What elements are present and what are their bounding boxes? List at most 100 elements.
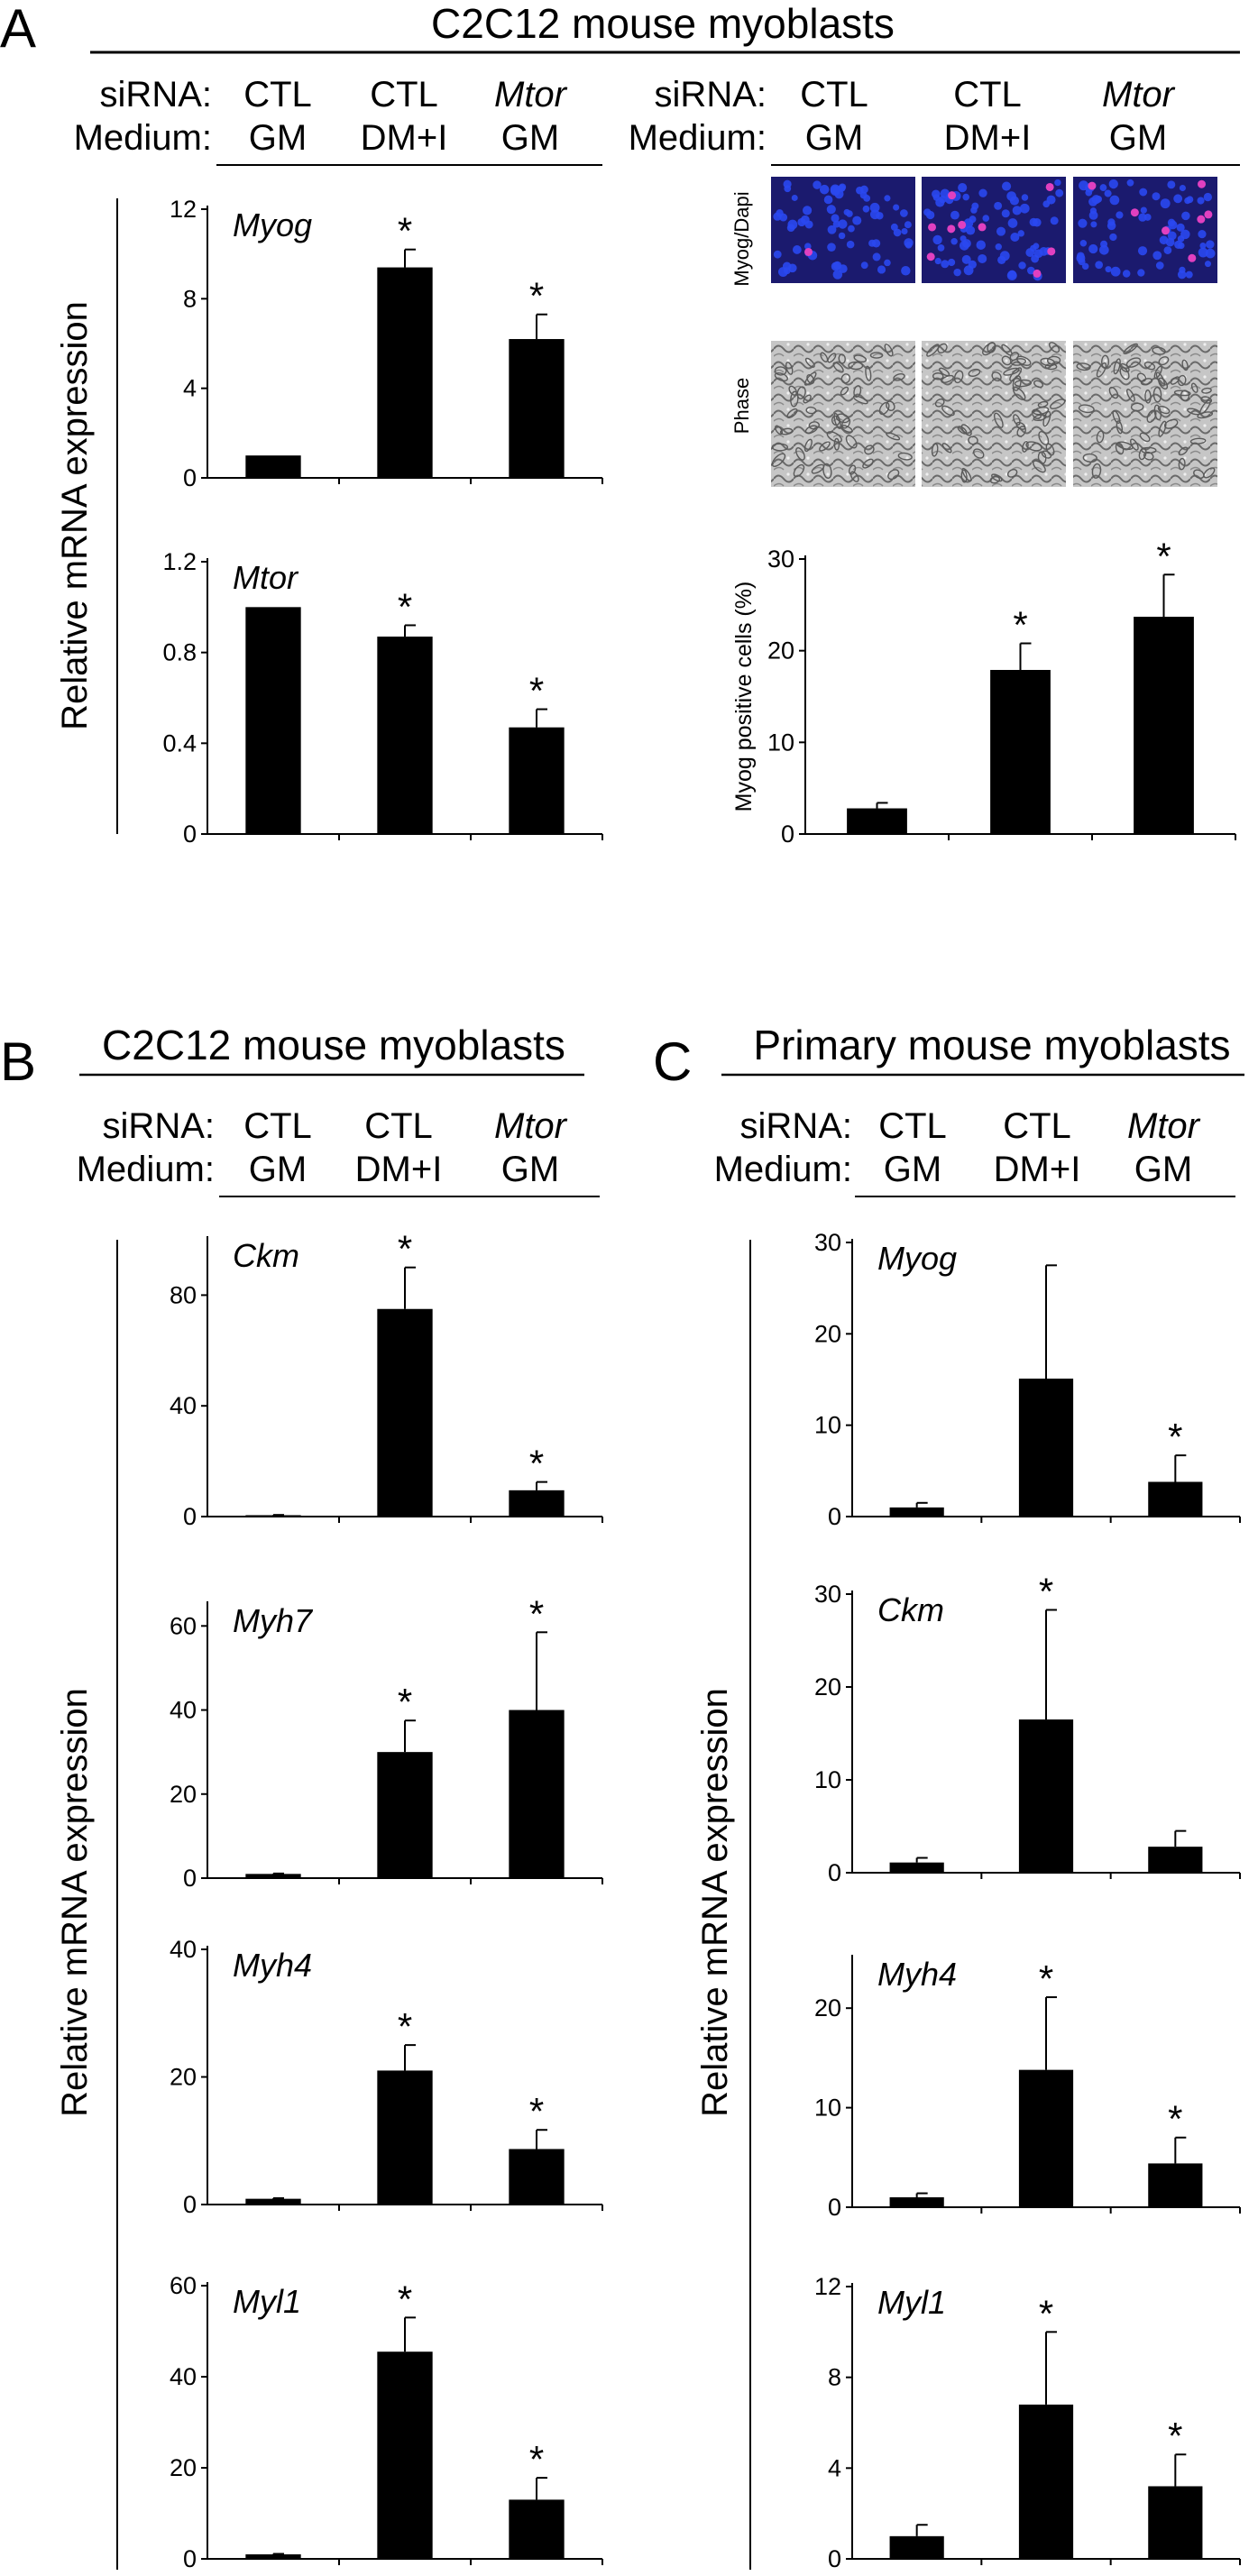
y-tick-label: 0 (781, 820, 794, 848)
siRNA-label: siRNA: (740, 1106, 852, 1146)
bar-1 (245, 2198, 301, 2205)
significance-star-3: * (529, 2438, 544, 2480)
myog-dapi-image-3 (1073, 177, 1217, 283)
bar-3 (509, 339, 565, 478)
siRNA-label: siRNA: (100, 75, 212, 115)
y-tick-label: 30 (814, 1229, 841, 1256)
bar-2 (1018, 2404, 1074, 2559)
y-tick-label: 80 (170, 1281, 197, 1308)
significance-star-2: * (398, 2278, 412, 2320)
bar-2 (1018, 1719, 1074, 1873)
bar-2 (377, 1752, 433, 1878)
phase-image-1 (771, 341, 915, 487)
significance-star-3: * (529, 670, 544, 712)
siRNA-ctl-2: CTL (364, 1106, 433, 1146)
panel-b-title: C2C12 mouse myoblasts (102, 1022, 565, 1068)
siRNA-mtor: Mtor (494, 75, 568, 115)
image-label-myog-dapi: Myog/Dapi (730, 191, 753, 286)
y-tick-label: 0 (828, 1503, 841, 1530)
siRNA-mtor: Mtor (494, 1106, 568, 1146)
significance-star-2: * (1013, 604, 1027, 646)
significance-star-2: * (1039, 2292, 1053, 2334)
medium-label: Medium: (74, 118, 212, 158)
bar-3 (509, 727, 565, 834)
bar-2 (377, 637, 433, 834)
image-label-phase: Phase (730, 378, 753, 434)
chart-b-myl1: 0 20 40 60 * * Myl1 (170, 2272, 603, 2572)
siRNA-mtor: Mtor (1127, 1106, 1201, 1146)
panel-a-title: C2C12 mouse myoblasts (431, 0, 895, 47)
bar-3 (509, 1710, 565, 1878)
micrograph-grid: Myog/Dapi Phase (730, 177, 1217, 487)
y-tick-label: 10 (767, 729, 794, 756)
y-tick-label: 12 (170, 196, 197, 223)
gene-label: Ckm (877, 1591, 944, 1628)
chart-c-myog: 0 10 20 30 * Myog (814, 1229, 1241, 1530)
chart-c-myl1: 0 4 8 12 * * Myl1 (814, 2273, 1241, 2572)
bar-2 (377, 1308, 433, 1517)
medium-gm-2: GM (1109, 118, 1167, 158)
y-tick-label: 4 (828, 2454, 841, 2481)
y-tick-label: 40 (170, 1936, 197, 1963)
y-tick-label: 0 (183, 2191, 197, 2218)
y-tick-label: 8 (828, 2364, 841, 2391)
bar-1 (245, 607, 301, 834)
medium-gm-2: GM (501, 1150, 559, 1189)
medium-gm-1: GM (249, 118, 307, 158)
medium-label: Medium: (77, 1150, 215, 1189)
significance-star-2: * (398, 2005, 412, 2048)
bar-1 (245, 2553, 301, 2559)
siRNA-label: siRNA: (655, 75, 767, 115)
siRNA-ctl-1: CTL (800, 75, 868, 115)
significance-star-2: * (1039, 1957, 1053, 2000)
bar-3 (509, 1490, 565, 1517)
y-tick-label: 8 (183, 285, 197, 312)
y-tick-label: 40 (170, 2363, 197, 2390)
y-tick-label: 20 (814, 1673, 841, 1701)
significance-star-2: * (398, 210, 412, 252)
y-tick-label: 60 (170, 2272, 197, 2299)
medium-label: Medium: (629, 118, 767, 158)
y-tick-label: 0 (183, 820, 197, 848)
bar-1 (889, 2196, 944, 2207)
chart-b-ckm: 0 40 80 * * Ckm (170, 1228, 603, 1530)
y-tick-label: 30 (767, 545, 794, 573)
bar-1 (245, 1874, 301, 1878)
significance-star-3: * (529, 1592, 544, 1635)
phase-image-3 (1073, 341, 1217, 487)
y-tick-label: 0 (183, 2545, 197, 2572)
medium-gm-1: GM (884, 1150, 941, 1189)
bar-1 (847, 808, 907, 834)
y-tick-label: 40 (170, 1697, 197, 1724)
siRNA-ctl-2: CTL (1003, 1106, 1071, 1146)
y-tick-label: 20 (170, 2454, 197, 2481)
phase-image-2 (922, 341, 1066, 487)
medium-label: Medium: (714, 1150, 852, 1189)
chart-b-myh4: 0 20 40 * * Myh4 (170, 1936, 603, 2218)
panel-b-treatments: siRNA: Medium: CTL CTL Mtor GM DM+I GM (77, 1106, 600, 1197)
significance-star-2: * (398, 585, 412, 628)
panel-letter-a: A (0, 0, 36, 59)
bar-3 (1148, 1847, 1203, 1873)
gene-label: Ckm (233, 1237, 299, 1274)
significance-star-3: * (529, 275, 544, 317)
siRNA-label: siRNA: (103, 1106, 215, 1146)
y-tick-label: 60 (170, 1612, 197, 1639)
gene-label: Mtor (233, 559, 299, 596)
chart-c-ckm: 0 10 20 30 * Ckm (814, 1571, 1241, 1886)
panel-a-right-treatments: siRNA: Medium: CTL CTL Mtor GM DM+I GM (629, 75, 1240, 166)
significance-star-3: * (529, 2090, 544, 2132)
chart-a-mtor: 0 0.4 0.8 1.2 * * Mtor (162, 548, 603, 848)
significance-star-3: * (529, 1443, 544, 1485)
significance-star-2: * (398, 1681, 412, 1723)
y-tick-label: 0.4 (162, 729, 197, 756)
siRNA-ctl-2: CTL (953, 75, 1022, 115)
y-tick-label: 0 (828, 1859, 841, 1886)
y-tick-label: 1.2 (162, 548, 197, 575)
bar-1 (245, 455, 301, 478)
bar-3 (509, 2149, 565, 2205)
y-axis-label: Myog positive cells (%) (731, 582, 757, 812)
significance-star-3: * (1168, 1416, 1182, 1458)
y-tick-label: 10 (814, 1412, 841, 1439)
gene-label: Myog (233, 206, 312, 243)
